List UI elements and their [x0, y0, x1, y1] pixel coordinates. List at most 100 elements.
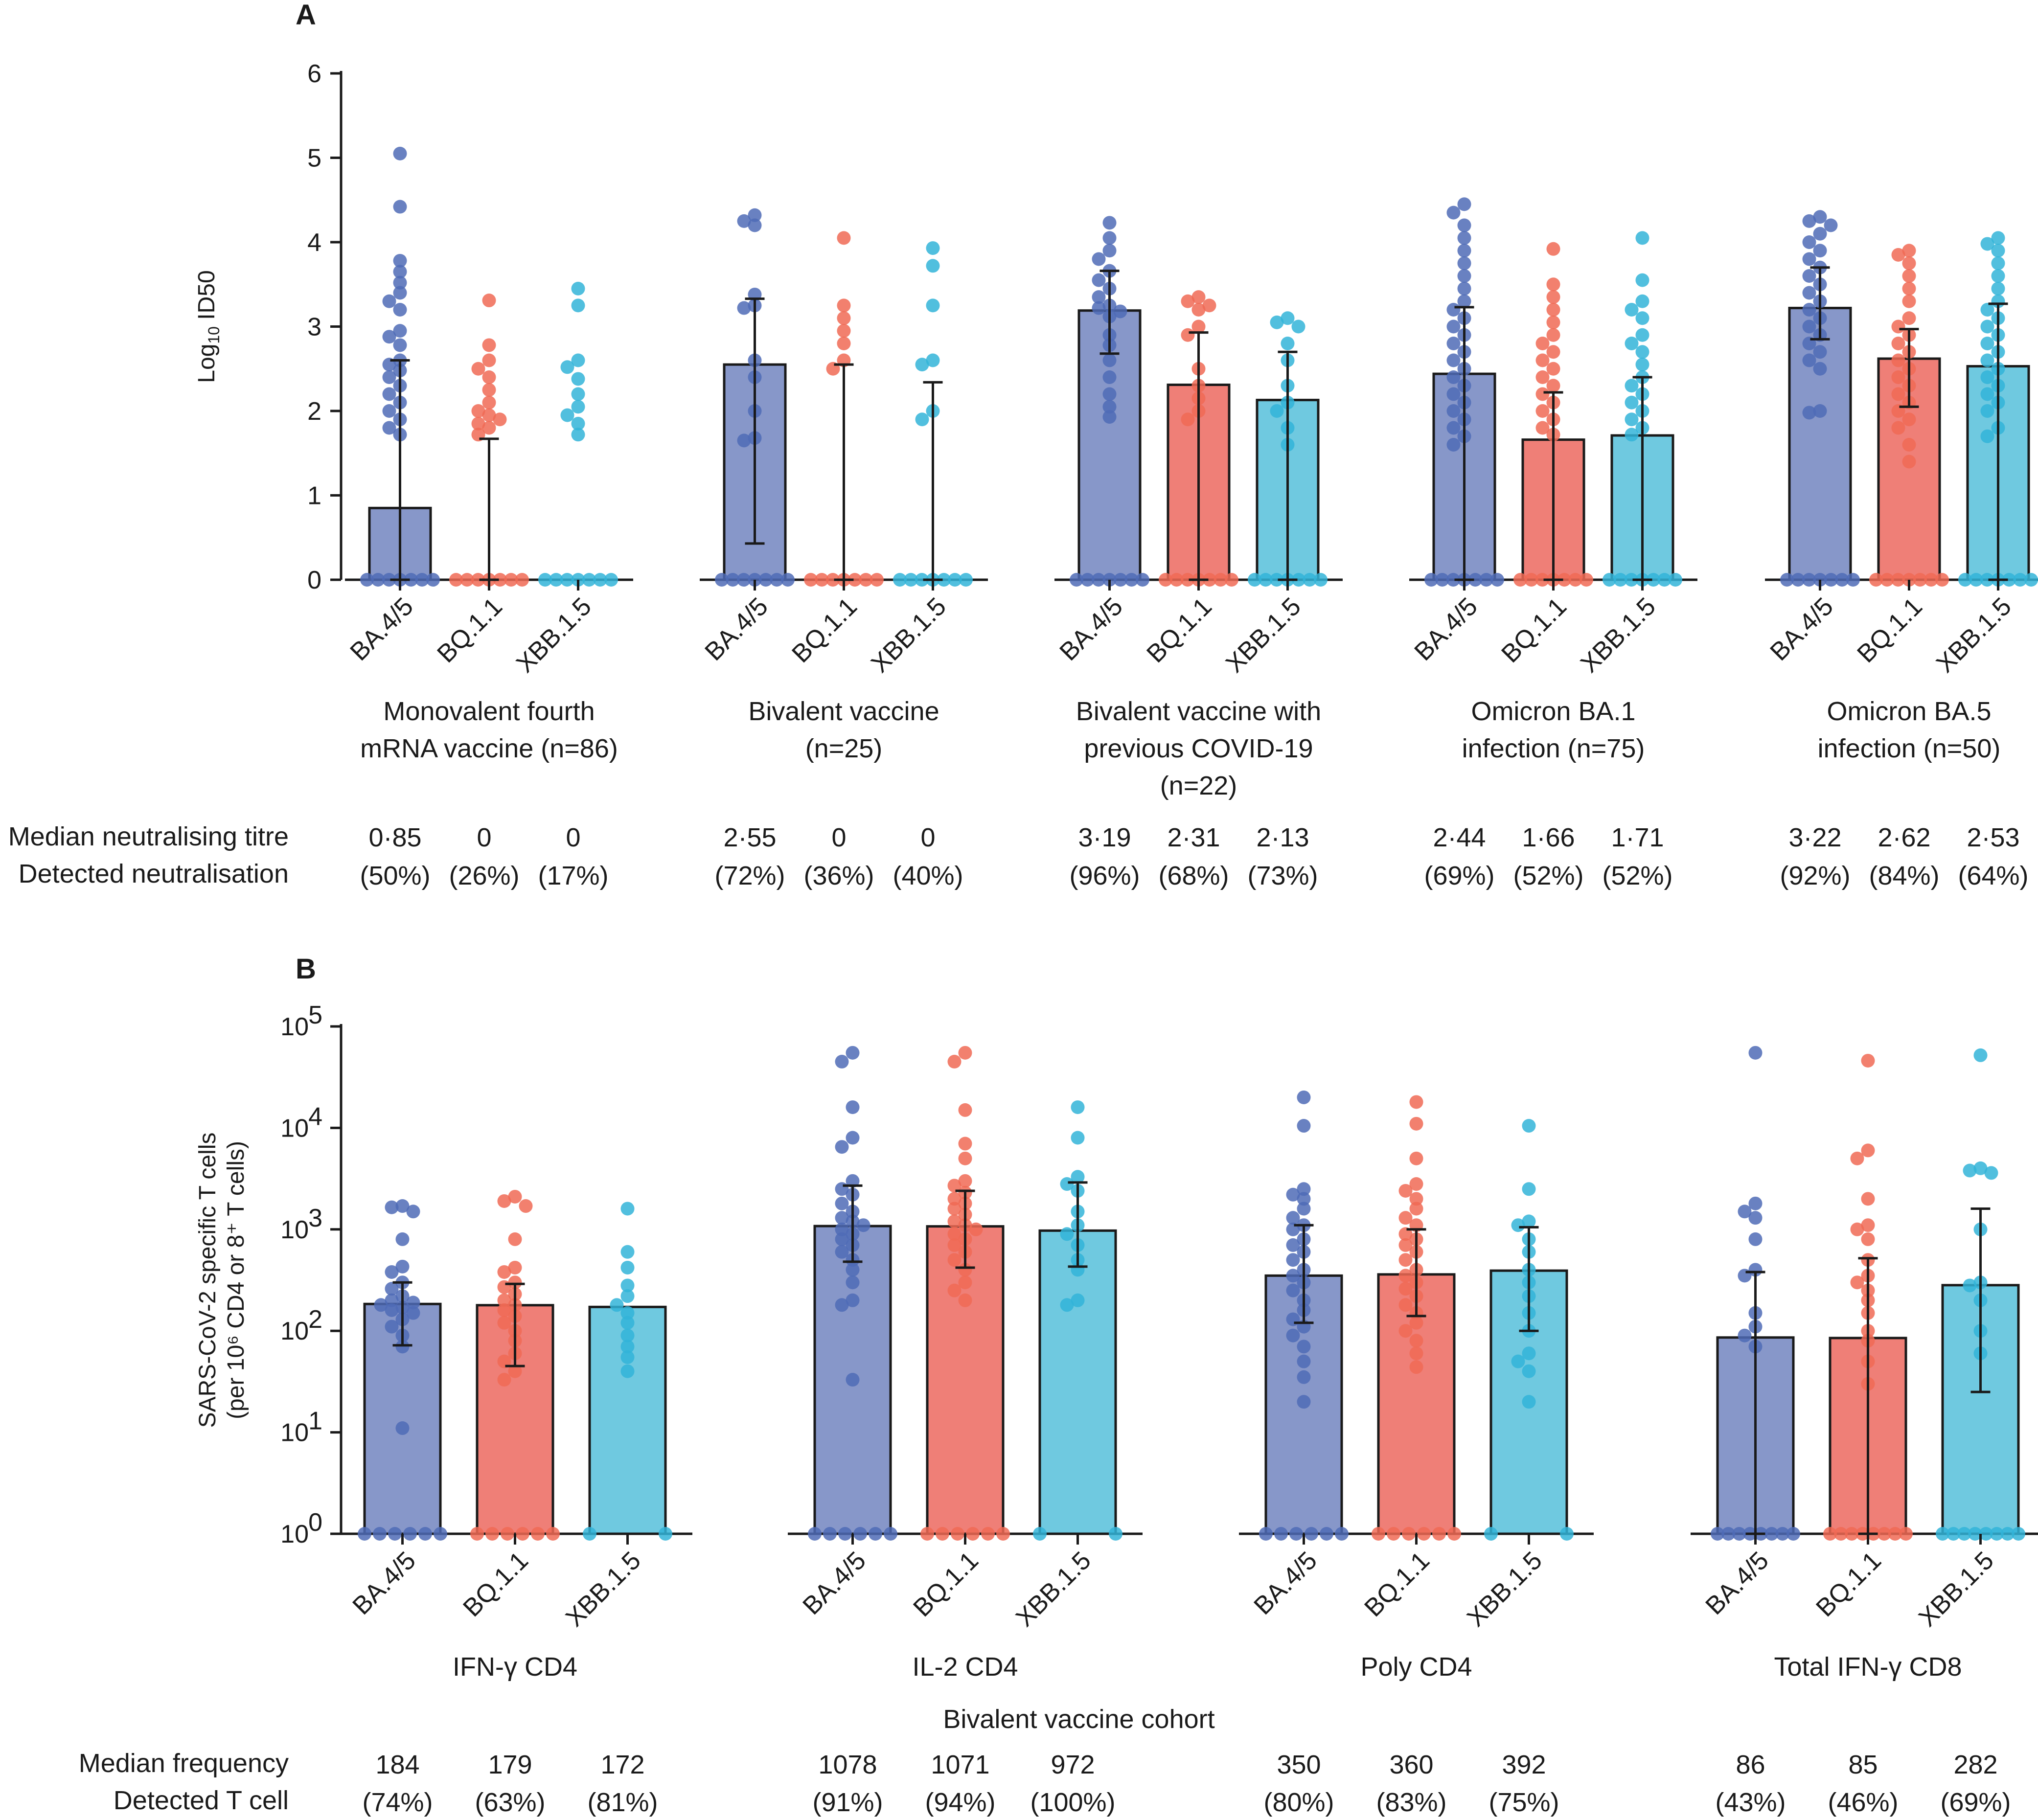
- panel-a-g4-s2-point-11: [1980, 337, 1994, 350]
- panel-a-g4-s2-point-19: [1980, 404, 1994, 418]
- panel-a-g3-s2-point-10: [1625, 379, 1639, 393]
- panel-b-g1-s1-point-15: [947, 1227, 962, 1241]
- panel-a-g1-s1-point-0: [837, 231, 851, 245]
- panel-a-g4-s1-point-20: [1902, 438, 1916, 452]
- panel-a-errorbar-g4-1: [1899, 328, 1919, 408]
- panel-b-errorbar-g0-1: [505, 1282, 525, 1367]
- panel-b-median-g3-2: 282: [1953, 1750, 1997, 1779]
- panel-a-cat-label-g3-0: BA.4/5: [1409, 592, 1483, 666]
- panel-b-g2-s0-point-25: [1297, 1395, 1311, 1409]
- panel-a-g1-s2-zero-4: [937, 573, 951, 587]
- panel-a-g1-s1-zero-0: [804, 573, 818, 587]
- panel-a-g4-s1-point-18: [1902, 412, 1916, 427]
- panel-a-g3-s2-point-16: [1625, 428, 1639, 442]
- panel-b-cat-label-g3-2: XBB.1.5: [1913, 1546, 1999, 1632]
- panel-a-g2-s0-point-1: [1102, 231, 1117, 245]
- panel-a-g3-s0-zero-5: [1479, 573, 1493, 587]
- panel-a-g4-s1-point-11: [1891, 353, 1905, 367]
- panel-b-g1-s1-zero-4: [981, 1527, 995, 1541]
- panel-a-cat-label-g4-0: BA.4/5: [1765, 592, 1839, 666]
- panel-a-g0-s0-zero-6: [426, 573, 440, 587]
- panel-a-cat-label-g4-1: BQ.1.1: [1852, 592, 1928, 668]
- panel-a-g4-s2-point-3: [1991, 256, 2005, 271]
- panel-b-y-tick-label-0: 10: [280, 1520, 309, 1548]
- panel-a-g2-s0-point-17: [1102, 400, 1117, 414]
- panel-b-g3-s1-zero-7: [1899, 1527, 1913, 1541]
- panel-a-g0-s2-zero-4: [582, 573, 596, 587]
- panel-a-g4-s2-point-0: [1991, 231, 2005, 245]
- panel-a-g2-s2-zero-6: [1314, 573, 1328, 587]
- panel-a-g4-s2-zero-6: [2024, 573, 2038, 587]
- panel-b-g3-s1-point-6: [1861, 1232, 1875, 1246]
- panel-b-g2-s2-point-1: [1522, 1182, 1536, 1196]
- panel-b-cat-label-g2-1: BQ.1.1: [1359, 1546, 1435, 1622]
- panel-b-g3-s2-zero-2: [1957, 1527, 1971, 1541]
- panel-b-g0-s0-zero-0: [358, 1527, 371, 1541]
- panel-b-y-label-line-0: SARS-CoV-2 specific T cells: [195, 1133, 221, 1428]
- panel-a-g2-s1-point-2: [1202, 298, 1216, 313]
- panel-b-median-g0-2: 172: [600, 1750, 644, 1779]
- panel-b-group-label-2: Poly CD4: [1360, 1652, 1472, 1682]
- panel-b-g2-s1-point-5: [1409, 1192, 1423, 1206]
- panel-a-g4-s2-point-15: [1980, 370, 1994, 384]
- panel-a-g2-s0-point-7: [1092, 290, 1106, 304]
- panel-a-g2-s1-point-1: [1181, 294, 1195, 308]
- panel-a-g3-s2-point-6: [1625, 337, 1639, 350]
- panel-a-g0-s1-point-8: [482, 408, 496, 422]
- panel-a-g0-s1-zero-6: [515, 573, 529, 587]
- panel-a-g4-s0-point-17: [1813, 345, 1827, 359]
- panel-a-g0-s1-point-10: [471, 416, 485, 431]
- panel-a-g0-s1-point-7: [471, 404, 485, 418]
- panel-a-g2-s1-zero-1: [1169, 573, 1184, 587]
- panel-a-g0-s0-zero-2: [382, 573, 396, 587]
- panel-a-g4-s2-zero-1: [1969, 573, 1983, 587]
- panel-b-g3-s2-zero-3: [1968, 1527, 1982, 1541]
- panel-a-median-g4-2: 2·53: [1967, 823, 2019, 852]
- panel-b-g0-s1-point-11: [497, 1303, 511, 1317]
- panel-a-errorbar-g1-2: [923, 381, 943, 581]
- panel-b-row-label-median: Median frequency: [79, 1749, 289, 1778]
- panel-b-g2-s0-point-14: [1286, 1269, 1300, 1283]
- panel-a-g3-s0-zero-4: [1468, 573, 1482, 587]
- panel-a-detected-g1-1: (36%): [803, 861, 874, 890]
- panel-b-g3-s2-zero-0: [1936, 1527, 1949, 1541]
- panel-a-g2-s0-zero-6: [1136, 573, 1149, 587]
- panel-b-g2-s1-point-2: [1409, 1151, 1423, 1165]
- panel-b-g3-s0-point-1: [1748, 1196, 1763, 1210]
- panel-a-g1-s2-zero-6: [959, 573, 973, 587]
- panel-b-g3-s2-point-0: [1973, 1048, 1988, 1062]
- panel-b-g3-s2-point-3: [1984, 1166, 1998, 1180]
- panel-a-g3-s2-point-1: [1635, 273, 1649, 287]
- panel-b-g2-s2-point-2: [1522, 1214, 1536, 1228]
- panel-b-detected-g3-1: (46%): [1828, 1788, 1898, 1817]
- panel-a-median-g1-1: 0: [831, 823, 846, 852]
- panel-a-g3-s1-point-3: [1546, 303, 1560, 317]
- panel-a-g3-s2-point-3: [1625, 303, 1639, 317]
- panel-b-g1-s0-point-3: [846, 1131, 860, 1145]
- panel-b-g0-s2-point-1: [620, 1245, 635, 1259]
- panel-b-g0-s0-zero-3: [403, 1527, 417, 1541]
- panel-b-g1-s0-point-12: [856, 1218, 870, 1232]
- panel-a-group-label-0-line-0: Monovalent fourth: [383, 697, 595, 726]
- panel-a-g0-s2-point-5: [571, 387, 585, 401]
- panel-a-g1-s2-point-3: [926, 353, 940, 367]
- panel-a-g4-s1-point-2: [1902, 256, 1916, 271]
- panel-b-median-g0-1: 179: [488, 1750, 532, 1779]
- panel-a-group-label-0-line-1: mRNA vaccine (n=86): [360, 734, 618, 763]
- panel-a-g2-s1-zero-2: [1181, 573, 1194, 587]
- panel-a-g0-s0-point-1: [393, 200, 407, 214]
- panel-a-g3-s2-zero-0: [1603, 573, 1616, 587]
- panel-a-g0-s1-zero-1: [460, 573, 474, 587]
- panel-b-g3-s2-zero-6: [2000, 1527, 2015, 1541]
- panel-b-g1-s0-point-19: [846, 1263, 860, 1277]
- panel-a-g1-s1-zero-5: [859, 573, 873, 587]
- panel-b-g0-s0-point-5: [385, 1265, 399, 1279]
- panel-a-g3-s1-point-16: [1535, 421, 1550, 435]
- panel-b-cat-label-g2-2: XBB.1.5: [1462, 1546, 1548, 1632]
- panel-b-g3-s1-point-4: [1861, 1218, 1875, 1232]
- panel-a-g2-s2-point-1: [1270, 315, 1284, 329]
- panel-a-g3-s2-zero-2: [1625, 573, 1638, 587]
- panel-a-detected-g0-2: (17%): [538, 861, 608, 890]
- panel-a-g3-s0-point-6: [1457, 269, 1471, 283]
- panel-a-g1-s2-point-1: [926, 259, 940, 273]
